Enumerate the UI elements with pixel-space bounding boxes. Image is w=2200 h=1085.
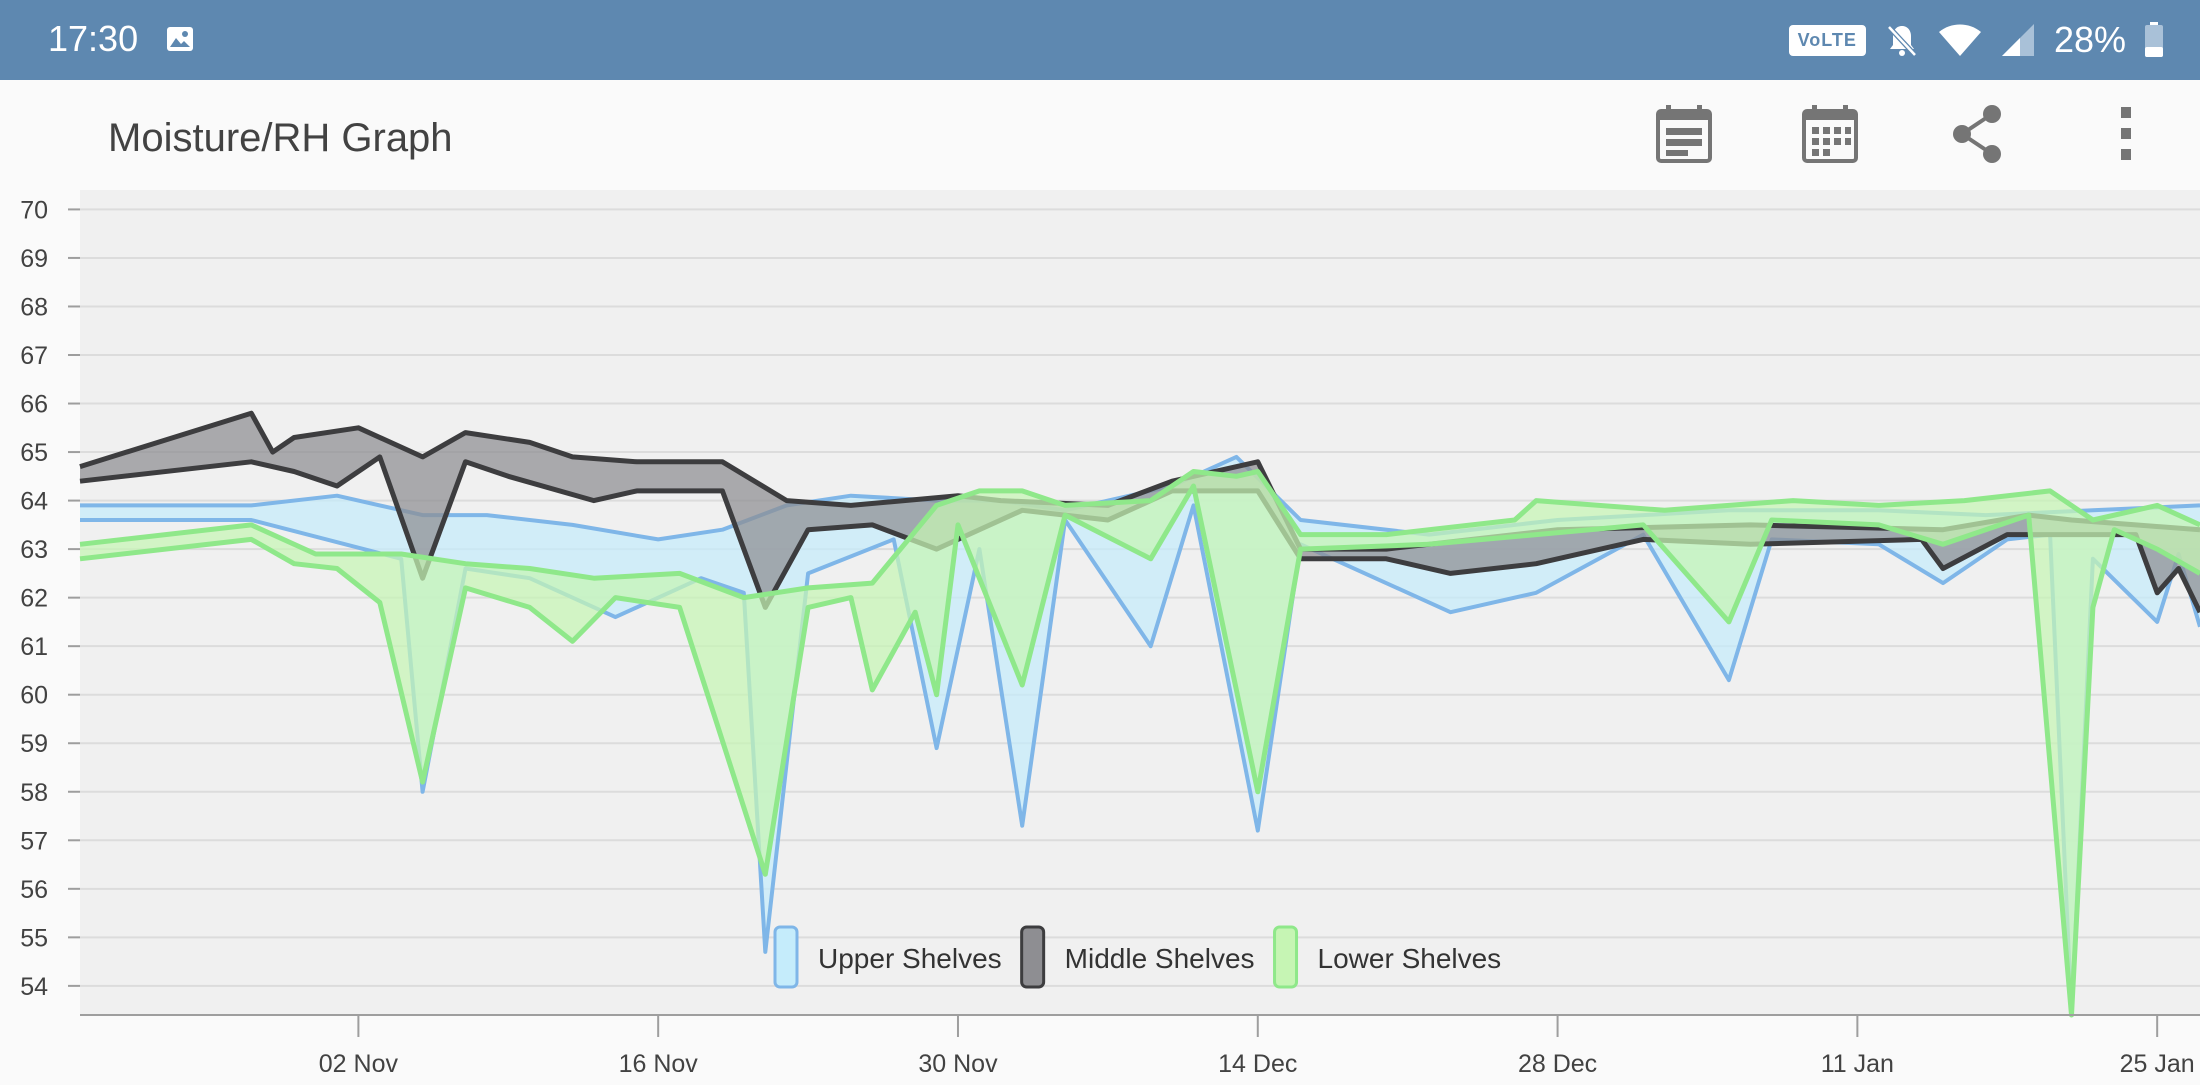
- calendar-icon[interactable]: [1798, 102, 1862, 166]
- series-low-line: [79, 483, 2200, 1018]
- battery-icon: [2145, 22, 2163, 57]
- y-tick-label: 63: [20, 536, 48, 564]
- wifi-icon: [1938, 24, 1981, 56]
- y-tick-label: 54: [20, 973, 48, 1001]
- overflow-menu-icon[interactable]: [2094, 102, 2158, 166]
- battery-percentage: 28%: [2053, 19, 2126, 60]
- y-tick-label: 61: [20, 633, 48, 661]
- y-tick-label: 59: [20, 730, 48, 758]
- volte-badge: VoLTE: [1788, 24, 1866, 56]
- x-tick-label: 02 Nov: [319, 1050, 399, 1078]
- legend-label: Lower Shelves: [1318, 943, 1502, 974]
- x-tick-label: 28 Dec: [1518, 1050, 1597, 1078]
- app-bar: Moisture/RH Graph: [0, 80, 2200, 190]
- legend-swatch: [1273, 925, 1299, 989]
- legend-swatch: [1020, 925, 1046, 989]
- series-area: [80, 471, 2200, 1015]
- y-tick-label: 60: [20, 682, 48, 710]
- y-tick-label: 65: [20, 439, 48, 467]
- x-tick-label: 25 Jan: [2120, 1050, 2195, 1078]
- legend-label: Middle Shelves: [1065, 943, 1255, 974]
- page-title: Moisture/RH Graph: [108, 116, 453, 160]
- y-tick-label: 56: [20, 876, 48, 904]
- share-icon[interactable]: [1946, 102, 2010, 166]
- chart: 54 55 56 57 58 59 60 61 62 63 64 65 66 67 68 69 70 02 Nov…: [0, 190, 2200, 1080]
- calendar-range-icon[interactable]: [1652, 102, 1716, 166]
- legend-item: Upper Shelves: [773, 925, 1002, 989]
- series-area: [80, 413, 2200, 613]
- y-tick-label: 70: [20, 196, 48, 224]
- chart-svg: 54 55 56 57 58 59 60 61 62 63 64 65 66 67 68 69 70 02 Nov…: [20, 190, 2200, 1078]
- y-tick-label: 69: [20, 245, 48, 273]
- legend-swatch: [773, 925, 799, 989]
- y-tick-label: 62: [20, 585, 48, 613]
- legend-label: Upper Shelves: [818, 943, 1002, 974]
- mute-bell-icon: [1887, 25, 1917, 57]
- x-tick-label: 16 Nov: [619, 1050, 699, 1078]
- status-bar: 17:30 VoLTE 28%: [0, 0, 2200, 80]
- status-icons: VoLTE 28%: [1788, 14, 2164, 66]
- series-lower-shelves: [79, 469, 2200, 1018]
- image-icon: [167, 27, 193, 51]
- y-tick-label: 68: [20, 293, 48, 321]
- signal-icon: [2001, 24, 2034, 56]
- legend-item: Middle Shelves: [1020, 925, 1255, 989]
- series-high-line: [79, 469, 2200, 601]
- x-tick-label: 30 Nov: [918, 1050, 998, 1078]
- y-tick-label: 58: [20, 779, 48, 807]
- y-tick-label: 67: [20, 342, 48, 370]
- y-tick-label: 57: [20, 827, 48, 855]
- y-tick-label: 64: [20, 488, 48, 516]
- legend-item: Lower Shelves: [1273, 925, 1502, 989]
- x-tick-label: 11 Jan: [1821, 1050, 1894, 1078]
- status-time: 17:30: [48, 18, 139, 59]
- y-tick-label: 66: [20, 391, 48, 419]
- y-tick-label: 55: [20, 924, 48, 952]
- x-tick-label: 14 Dec: [1218, 1050, 1297, 1078]
